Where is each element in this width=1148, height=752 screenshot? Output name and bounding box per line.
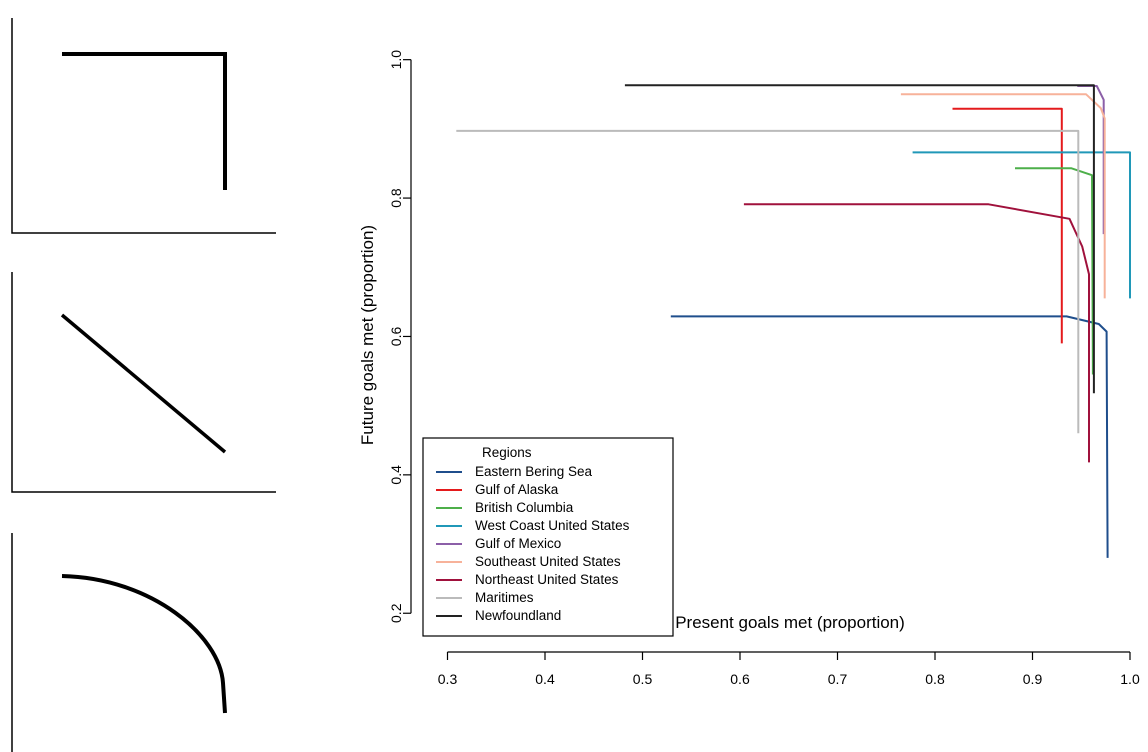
schematic-panel-2-axes (11, 272, 276, 493)
series-line-eastern-bering-sea (670, 315, 1109, 558)
x-tick-label: 0.3 (438, 671, 458, 687)
x-tick-label: 0.5 (633, 671, 653, 687)
main-chart: 0.3 0.4 0.5 0.6 0.7 0.8 0.9 1.00.20.40.60.81.0 … (358, 50, 1140, 687)
legend-label-gulf-of-alaska: Gulf of Alaska (475, 482, 559, 497)
legend-label-newfoundland: Newfoundland (475, 608, 561, 623)
schematic-panel-1 (11, 18, 276, 234)
legend-box (422, 437, 674, 637)
y-tick-label: 0.4 (388, 465, 404, 485)
y-tick-label: 1.0 (388, 50, 404, 70)
x-tick-label: 0.6 (730, 671, 750, 687)
y-tick-label: 0.2 (388, 603, 404, 623)
schematic-panel-3-curve (61, 574, 227, 714)
x-tick-label: 0.7 (828, 671, 848, 687)
y-axis-title: Future goals met (proportion) (358, 225, 377, 445)
series-line-maritimes (456, 129, 1080, 434)
series-line-gulf-of-alaska (952, 107, 1063, 344)
series-line-southeast-united-states (900, 93, 1106, 299)
series-line-west-coast-united-states (912, 151, 1131, 299)
series-line-newfoundland (624, 84, 1095, 394)
x-tick-label: 1.0 (1120, 671, 1140, 687)
schematic-panel-1-curve (62, 52, 227, 190)
legend-label-southeast-united-states: Southeast United States (475, 554, 621, 569)
x-tick-label: 0.4 (535, 671, 555, 687)
series-line-british-columbia (1015, 167, 1094, 375)
schematic-panel-1-axes (11, 18, 276, 234)
legend: Regions Eastern Bering Sea Gulf of Alaska… (422, 437, 674, 637)
series-group (456, 84, 1131, 558)
schematic-panel-2 (11, 272, 276, 493)
schematic-panel-2-curve (60, 313, 227, 454)
x-axis-title: Present goals met (proportion) (675, 613, 905, 632)
y-tick-label: 0.6 (388, 327, 404, 347)
x-tick-label: 0.9 (1023, 671, 1043, 687)
x-tick-label: 0.8 (925, 671, 945, 687)
legend-label-maritimes: Maritimes (475, 590, 534, 605)
legend-label-west-coast-united-states: West Coast United States (475, 518, 630, 533)
legend-label-northeast-united-states: Northeast United States (475, 572, 619, 587)
series-line-northeast-united-states (743, 203, 1090, 463)
legend-label-british-columbia: British Columbia (475, 500, 574, 515)
schematic-panel-3 (11, 533, 227, 752)
legend-label-eastern-bering-sea: Eastern Bering Sea (475, 464, 593, 479)
legend-label-gulf-of-mexico: Gulf of Mexico (475, 536, 561, 551)
legend-title: Regions (482, 445, 532, 460)
y-tick-label: 0.8 (388, 188, 404, 208)
